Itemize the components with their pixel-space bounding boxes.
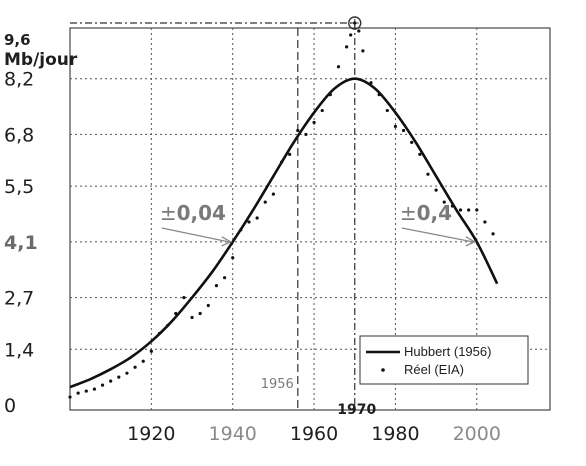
x-tick-label: 1940	[209, 423, 257, 445]
uncertainty-annotation: ±0,04	[160, 201, 226, 225]
real-data-point	[426, 172, 430, 176]
real-data-point	[357, 29, 361, 33]
y-tick-label: 2,7	[4, 288, 34, 310]
hubbert-curve-series	[69, 77, 499, 389]
reference-line-label: 1956	[261, 377, 294, 392]
annotation-arrowhead	[465, 236, 477, 247]
real-data-point	[491, 232, 495, 236]
peak-value-label: 9,6	[4, 31, 31, 49]
real-data-point	[206, 303, 210, 308]
real-data-point	[166, 323, 170, 328]
real-data-point	[467, 208, 471, 212]
real-data-point	[401, 128, 406, 133]
real-data-point	[76, 391, 80, 395]
real-data-point	[328, 93, 332, 97]
uncertainty-annotation: ±0,4	[400, 201, 452, 225]
annotation-arrow	[161, 227, 229, 243]
real-data-point	[92, 387, 97, 391]
real-data-point	[434, 188, 438, 192]
annotation-arrowhead	[221, 236, 233, 247]
real-data-point	[84, 389, 88, 393]
real-data-point	[320, 108, 324, 113]
real-data-point	[68, 395, 72, 399]
real-data-point	[157, 331, 162, 335]
real-data-point	[214, 284, 219, 288]
real-data-point	[125, 371, 129, 375]
y-tick-label: 1,4	[4, 339, 34, 361]
real-data-point	[255, 216, 259, 220]
legend-dot-marker	[381, 368, 385, 372]
hubbert-curve-line	[69, 77, 499, 389]
real-data-point	[141, 359, 145, 363]
y-tick-label: 4,1	[4, 232, 38, 254]
real-data-point	[263, 200, 267, 204]
real-data-point	[385, 108, 389, 113]
reference-line-label: 1970	[337, 402, 376, 418]
real-data-point	[442, 200, 446, 204]
real-data-series	[68, 21, 495, 399]
real-data-point	[133, 365, 137, 369]
reference-lines: 1956 1970	[70, 16, 376, 418]
legend-label: Réel (EIA)	[404, 362, 464, 377]
legend-box	[359, 335, 529, 385]
real-data-point	[349, 33, 353, 37]
real-data-point	[100, 383, 105, 387]
annotation-arrow	[401, 227, 473, 243]
x-axis-tick-labels: 1920 1940 1960 1980 2000	[127, 423, 501, 445]
real-data-point	[304, 132, 308, 137]
real-data-point	[174, 311, 178, 316]
real-data-point	[190, 315, 194, 320]
x-tick-label: 1960	[290, 423, 338, 445]
real-data-point	[450, 204, 454, 208]
real-data-point	[149, 349, 153, 353]
real-data-point	[361, 49, 365, 53]
real-data-point	[312, 120, 316, 125]
real-data-point	[109, 379, 113, 383]
real-data-point	[336, 65, 341, 69]
y-axis-unit: Mb/jour	[4, 50, 78, 70]
real-data-point	[345, 45, 349, 49]
real-data-point	[231, 256, 235, 260]
real-data-point	[475, 208, 479, 212]
real-data-point	[288, 152, 292, 156]
real-data-point	[247, 220, 251, 224]
x-tick-label: 1920	[127, 423, 175, 445]
y-tick-label: 8,2	[4, 69, 34, 91]
real-data-point	[271, 192, 275, 196]
y-tick-label: 5,5	[4, 176, 34, 198]
real-data-point	[239, 228, 243, 232]
annotations: ±0,04 ±0,4	[160, 201, 477, 247]
real-data-point	[483, 220, 487, 224]
real-data-point	[198, 311, 202, 316]
real-data-point	[458, 208, 463, 212]
y-axis-tick-labels: 0 1,4 2,7 4,1 5,5 6,8 8,2	[4, 69, 38, 417]
y-tick-label: 0	[4, 395, 16, 417]
real-data-point	[410, 140, 414, 144]
real-data-point	[369, 81, 373, 85]
legend: Hubbert (1956) Réel (EIA)	[359, 335, 529, 385]
plot-frame	[69, 27, 551, 411]
real-data-point	[182, 295, 186, 300]
real-data-point	[279, 160, 284, 164]
real-data-point	[296, 128, 300, 133]
peak-marker-circle	[348, 16, 362, 30]
y-tick-label: 6,8	[4, 124, 34, 146]
real-data-point	[393, 124, 398, 129]
real-data-point	[418, 152, 422, 156]
x-tick-label: 2000	[453, 423, 501, 445]
x-tick-label: 1980	[371, 423, 419, 445]
real-data-point	[353, 21, 357, 25]
legend-label: Hubbert (1956)	[404, 344, 491, 359]
real-data-point	[377, 93, 381, 97]
real-data-point	[222, 276, 227, 280]
real-data-point	[117, 375, 121, 379]
